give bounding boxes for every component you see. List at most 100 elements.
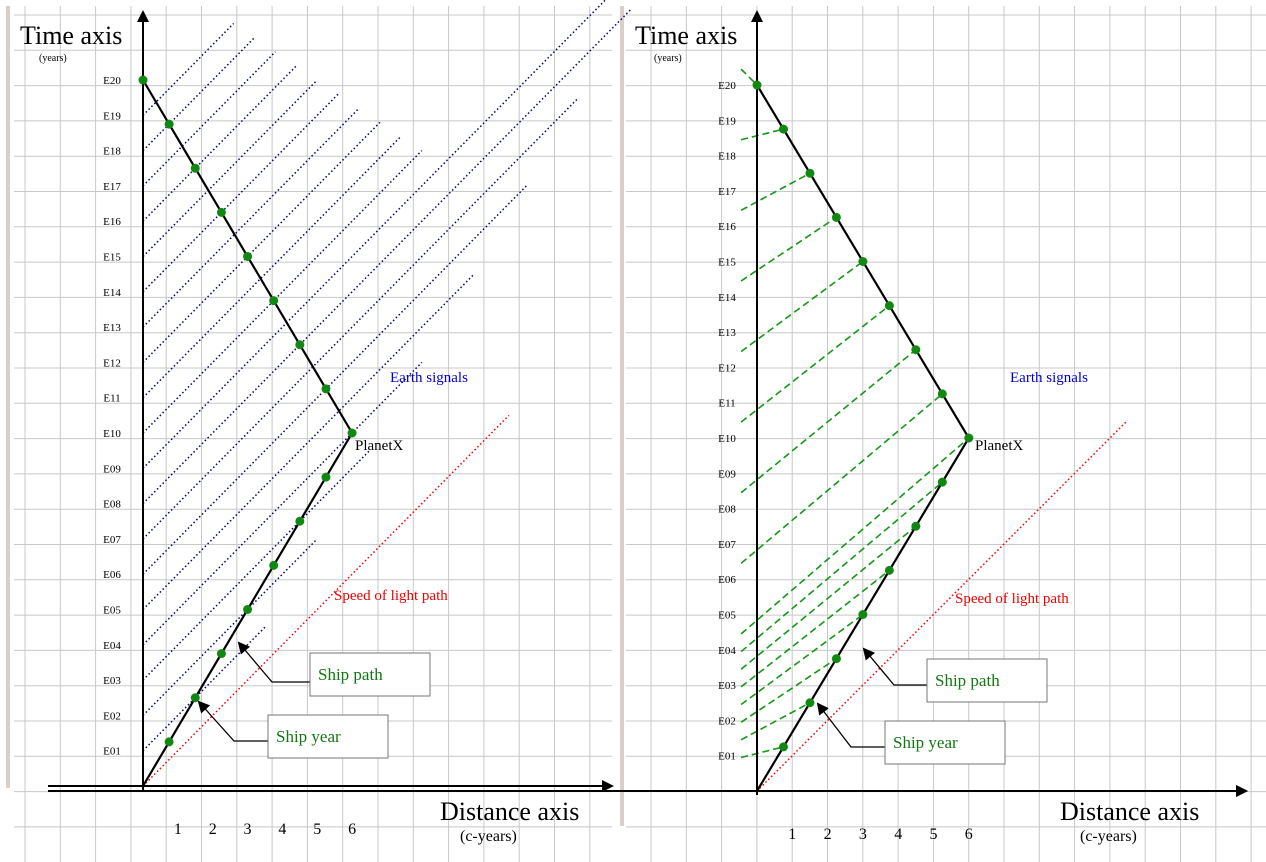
ship-year-dot: [321, 384, 331, 394]
y-tick-label: E15: [718, 257, 736, 269]
x-tick-label: 6: [965, 826, 973, 843]
ship-year-dot: [937, 477, 947, 487]
earth-signal-line: [142, 450, 371, 681]
x-tick-label: 2: [209, 821, 217, 838]
earth-signals-label: Earth signals: [1010, 370, 1088, 386]
ship-year-dot: [858, 257, 868, 266]
speed-of-light-label: Speed of light path: [955, 591, 1069, 607]
ship-year-dot: [321, 472, 331, 482]
ship-year-dot: [911, 345, 921, 355]
ship-signal-line: [740, 702, 811, 741]
ship-year-callout: Ship year: [197, 700, 389, 759]
y-tick-label: E14: [103, 287, 121, 299]
y-tick-label: E20: [103, 75, 121, 87]
ship-signal-line: [740, 349, 917, 494]
x-tick-label: 3: [244, 821, 252, 838]
ship-year-dot: [911, 521, 921, 531]
ship-path-callout: Ship path: [237, 641, 431, 697]
speed-of-light-line: [142, 414, 510, 787]
distance-axis-unit: (c-years): [1080, 828, 1137, 845]
panel-separator: [6, 6, 10, 788]
ship-year-dot: [243, 605, 253, 614]
y-tick-label: E07: [103, 534, 121, 546]
ship-year-dot: [937, 389, 947, 399]
y-tick-label: E11: [103, 393, 120, 405]
ship-signal-line: [740, 216, 837, 282]
ship-year-dot: [778, 742, 788, 752]
ship-path-callout: Ship path: [862, 647, 1048, 703]
y-tick-label: E01: [718, 751, 736, 763]
y-tick-label: E06: [103, 569, 121, 581]
earth-signal-line: [142, 8, 632, 505]
earth-signal-line: [142, 22, 235, 116]
ship-year-dot: [243, 252, 253, 261]
y-tick-label: E14: [718, 292, 736, 304]
earth-signal-line: [142, 150, 423, 434]
ship-year-dot: [138, 75, 148, 85]
ship-year-dot: [216, 207, 226, 217]
earth-signal-line: [142, 65, 297, 222]
y-tick-label: E13: [103, 322, 121, 334]
callout-box: [926, 658, 1048, 703]
y-tick-label: E05: [718, 610, 736, 622]
y-tick-label: E02: [103, 710, 121, 722]
time-axis-title: Time axis: [20, 21, 122, 50]
x-tick-label: 2: [824, 826, 832, 843]
y-tick-label: E19: [103, 110, 121, 122]
earth-signal-line: [142, 626, 266, 752]
earth-signal-line: [142, 79, 318, 258]
y-tick-label: E18: [103, 146, 121, 158]
x-tick-label: 1: [174, 821, 182, 838]
y-tick-label: E09: [718, 468, 736, 480]
right-panel: E01 E02 E03 E04 E05 E06 E07 E08 E09 E10 E11 E12 E13 E…: [48, 6, 1266, 862]
callout-box: [309, 652, 431, 697]
earth-signal-line: [142, 107, 360, 328]
grid: [14, 6, 612, 862]
ship-year-dot: [831, 654, 841, 664]
ship-year-dot: [858, 610, 868, 619]
callout-arrow: [862, 647, 927, 686]
y-tick-label: E08: [718, 504, 736, 516]
time-axis-title: Time axis: [635, 21, 737, 50]
callout-label: Ship path: [318, 665, 383, 684]
earth-signals-label: Earth signals: [390, 370, 468, 386]
ship-year-dot: [269, 296, 279, 306]
callout-box: [267, 714, 389, 759]
ship-year-dot: [805, 168, 815, 178]
ship-year-dot: [216, 649, 226, 659]
ship-signal-line: [740, 260, 864, 353]
distance-axis-unit: (c-years): [460, 828, 517, 845]
time-axis-unit: (years): [39, 53, 67, 64]
distance-axis-title: Distance axis: [1060, 797, 1199, 826]
ship-year-dot: [295, 340, 305, 350]
speed-of-light-label: Speed of light path: [334, 588, 448, 604]
planet-x-label: PlanetX: [975, 438, 1023, 454]
ship-year-markers: [138, 75, 357, 747]
ship-year-dot: [269, 560, 279, 570]
y-tick-label: E16: [103, 216, 121, 228]
earth-signal-line: [142, 51, 276, 187]
ship-signal-line: [740, 304, 890, 423]
callout-label: Ship path: [935, 671, 1000, 690]
y-tick-label: E07: [718, 539, 736, 551]
signal-lines: [740, 68, 970, 759]
earth-signal-line: [142, 273, 475, 611]
callout-label: Ship year: [893, 733, 958, 752]
ship-year-dot: [164, 119, 174, 129]
x-tick-label: 4: [894, 826, 902, 843]
ship-year-callout: Ship year: [816, 702, 1006, 765]
ship-year-dot: [190, 163, 200, 173]
ship-signal-line: [740, 569, 890, 688]
callout-arrow: [197, 700, 268, 742]
ship-year-dot: [164, 737, 174, 747]
ship-year-dot: [295, 516, 305, 526]
y-tick-label: E16: [718, 221, 736, 233]
panel-separator: [620, 6, 624, 826]
y-tick-label: E06: [718, 574, 736, 586]
ship-signal-line: [740, 657, 837, 723]
earth-signal-line: [142, 0, 607, 469]
y-tick-label: E03: [718, 680, 736, 692]
y-tick-label: E05: [103, 605, 121, 617]
earth-signal-line: [142, 538, 318, 716]
